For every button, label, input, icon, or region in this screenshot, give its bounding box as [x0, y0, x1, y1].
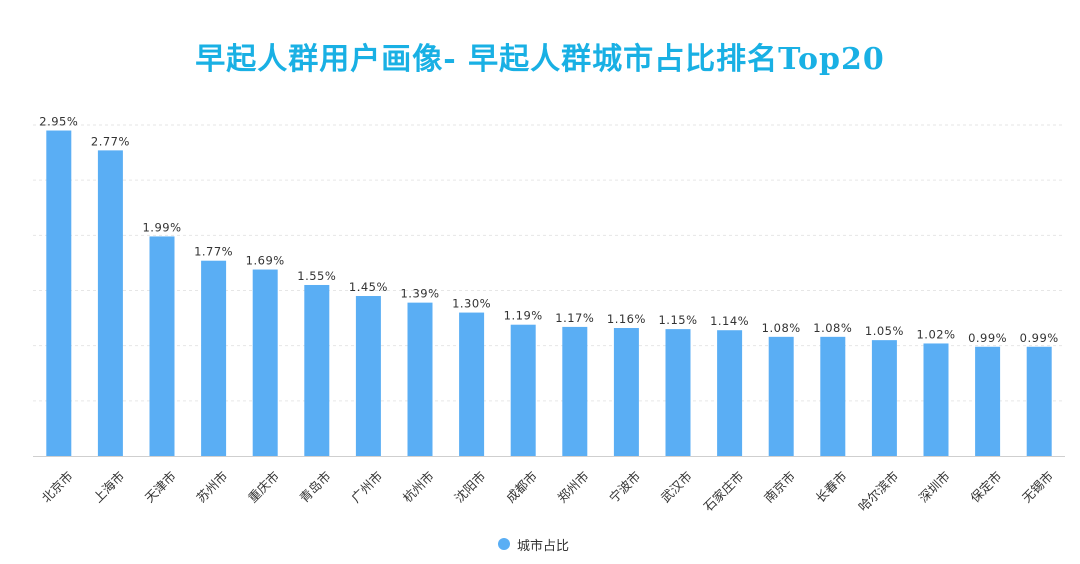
value-labels: 2.95% 2.77% 1.99% 1.77% 1.69% 1.55% 1.45% 1.39%…	[39, 115, 1058, 345]
bar-16[interactable]	[820, 336, 846, 456]
bar-11[interactable]	[562, 326, 588, 456]
data-label: 1.02%	[916, 327, 955, 341]
category-label: 南京市	[761, 468, 798, 505]
data-label: 1.45%	[349, 280, 388, 294]
legend-label: 城市占比	[517, 538, 570, 554]
data-label: 1.39%	[400, 287, 439, 301]
category-label: 郑州市	[555, 468, 592, 505]
data-label: 1.30%	[452, 297, 491, 311]
bar-8[interactable]	[407, 302, 433, 456]
data-label: 1.69%	[246, 254, 285, 268]
category-label: 无锡市	[1019, 468, 1056, 505]
chart-title: 早起人群用户画像- 早起人群城市占比排名Top20	[195, 42, 885, 77]
category-label: 上海市	[90, 468, 127, 505]
bar-9[interactable]	[459, 312, 485, 456]
data-label: 1.77%	[194, 245, 233, 259]
category-label: 北京市	[39, 468, 76, 505]
category-label: 哈尔滨市	[855, 468, 901, 514]
category-label: 广州市	[348, 468, 385, 505]
data-label: 1.19%	[504, 309, 543, 323]
data-label: 1.15%	[658, 313, 697, 327]
category-labels: 北京市 上海市 天津市 苏州市 重庆市 青岛市 广州市 杭州市 沈阳市 成都市 郑州市 宁波市 武汉市石…	[39, 468, 1057, 514]
category-label: 沈阳市	[451, 468, 488, 505]
legend[interactable]: 城市占比	[498, 534, 569, 554]
category-label: 重庆市	[245, 468, 282, 505]
data-label: 0.99%	[968, 331, 1007, 345]
bar-17[interactable]	[871, 340, 897, 456]
data-label: 0.99%	[1020, 331, 1059, 345]
bar-7[interactable]	[355, 296, 381, 456]
data-label: 1.99%	[142, 220, 181, 234]
category-label: 武汉市	[658, 468, 695, 505]
bar-20[interactable]	[1026, 346, 1052, 456]
data-label: 2.77%	[91, 134, 130, 148]
legend-marker	[498, 538, 510, 550]
data-label: 1.08%	[813, 321, 852, 335]
bar-2[interactable]	[97, 150, 123, 457]
category-label: 天津市	[142, 468, 179, 505]
category-label: 深圳市	[916, 468, 953, 505]
data-label: 1.14%	[710, 314, 749, 328]
bar-19[interactable]	[975, 346, 1001, 456]
bar-14[interactable]	[717, 330, 743, 456]
bar-5[interactable]	[252, 269, 278, 456]
category-label: 杭州市	[400, 468, 437, 505]
category-label: 石家庄市	[701, 468, 747, 514]
category-label: 苏州市	[193, 468, 230, 505]
category-label: 成都市	[503, 468, 540, 505]
category-label: 青岛市	[297, 468, 334, 505]
bar-10[interactable]	[510, 324, 536, 456]
data-label: 1.08%	[762, 321, 801, 335]
data-label: 1.55%	[297, 269, 336, 283]
bar-18[interactable]	[923, 343, 949, 456]
data-label: 1.17%	[555, 311, 594, 325]
category-label: 保定市	[967, 468, 1004, 505]
bar-12[interactable]	[613, 328, 639, 456]
bars	[46, 130, 1052, 457]
category-label: 长春市	[813, 468, 850, 505]
bar-15[interactable]	[768, 336, 794, 456]
bar-3[interactable]	[149, 236, 175, 456]
bar-13[interactable]	[665, 329, 691, 456]
grid-lines	[33, 124, 1065, 402]
bar-1[interactable]	[46, 130, 72, 456]
category-label: 宁波市	[606, 468, 643, 505]
data-label: 2.95%	[39, 115, 78, 129]
data-label: 1.16%	[607, 312, 646, 326]
bar-6[interactable]	[304, 284, 330, 456]
data-label: 1.05%	[865, 324, 904, 338]
bar-4[interactable]	[201, 260, 227, 456]
